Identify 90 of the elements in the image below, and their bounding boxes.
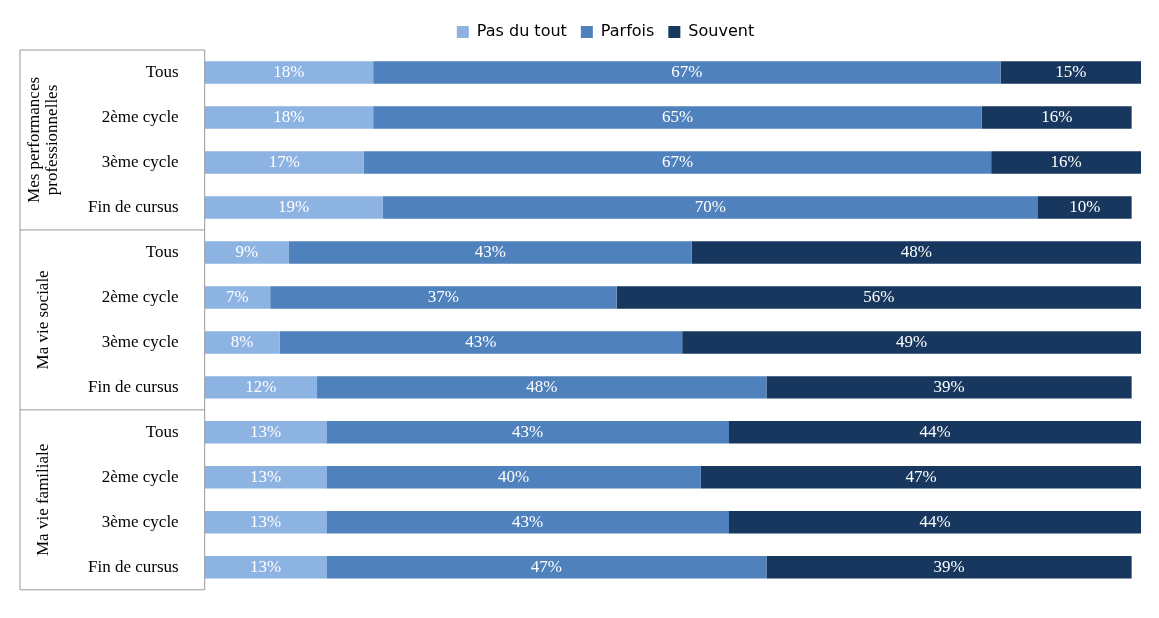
legend-label: Pas du tout [476,21,567,41]
bar [373,106,982,129]
data-label: 49% [896,331,928,351]
bar [204,556,327,579]
data-label: 37% [427,286,460,306]
bar [204,196,383,219]
legend-label: Souvent [688,21,755,41]
data-label: 47% [530,556,563,576]
y-tick-label: 3ème cycle [101,511,179,531]
text: Ma vie familiale [33,443,53,557]
data-label: 18% [273,106,305,126]
y-tick-label: 3ème cycle [101,331,179,351]
y-tick-label: 2ème cycle [101,106,179,126]
bar [204,241,289,264]
bar [204,466,327,489]
data-label: 39% [933,376,965,396]
data-label: 43% [474,241,506,261]
bar [270,286,617,309]
data-label: 13% [249,556,282,576]
bar [204,376,318,399]
bar [382,196,1038,219]
bar [766,556,1132,579]
bar [326,466,701,489]
data-label: 16% [1050,151,1082,171]
bar [317,376,767,399]
bar [204,286,271,309]
bar [204,421,327,444]
data-label: 13% [249,466,282,486]
data-label: 17% [268,151,300,171]
bar [204,151,364,174]
data-label: 48% [526,376,558,396]
data-label: 7% [226,286,249,306]
data-label: 48% [900,241,932,261]
data-label: 15% [1055,61,1087,81]
data-label: 10% [1069,196,1101,216]
bar [682,331,1141,354]
data-label: 8% [230,331,254,351]
y-tick-label: Fin de cursus [87,376,179,396]
data-label: 19% [278,196,310,216]
y-tick-label: 2ème cycle [101,286,179,306]
bar [1000,61,1141,84]
bar [616,286,1141,309]
bar [326,511,730,534]
data-label: 12% [245,376,277,396]
data-label: 44% [919,421,951,441]
bar [729,421,1141,444]
bar [691,241,1141,264]
y-tick-label: 3ème cycle [101,151,179,171]
bar [981,106,1132,129]
data-label: 43% [512,511,544,531]
bar [700,466,1141,489]
data-label: 13% [249,421,282,441]
data-label: 13% [249,511,282,531]
data-label: 70% [694,196,726,216]
data-label: 9% [235,241,259,261]
y-tick-label: Tous [145,241,179,261]
data-label: 67% [671,61,703,81]
y-tick-label: Tous [145,421,179,441]
bar [279,331,683,354]
bar [363,151,992,174]
data-label: 16% [1041,106,1073,126]
bar [204,106,374,129]
data-label: 67% [661,151,694,171]
bar [204,61,374,84]
data-label: 65% [661,106,694,126]
data-label: 43% [465,331,497,351]
bar [373,61,1001,84]
data-label: 44% [919,511,951,531]
bar [766,376,1132,399]
bar [326,421,730,444]
data-label: 40% [498,466,530,486]
data-label: 43% [512,421,544,441]
bar [204,331,280,354]
y-tick-label: Tous [145,61,179,81]
bar [729,511,1141,534]
data-label: 47% [905,466,937,486]
y-tick-label: 2ème cycle [101,466,179,486]
bar [991,151,1141,174]
legend-label: Parfois [600,21,655,41]
bar [1038,196,1132,219]
data-label: 39% [933,556,965,576]
data-label: 56% [863,286,895,306]
bar [326,556,767,579]
data-label: 18% [273,61,305,81]
bar [288,241,692,264]
bar [204,511,327,534]
y-tick-label: Fin de cursus [87,196,179,216]
text: Ma vie sociale [33,270,53,370]
y-tick-label: Fin de cursus [87,556,179,576]
text: Mes performances professionnelles [24,76,62,203]
